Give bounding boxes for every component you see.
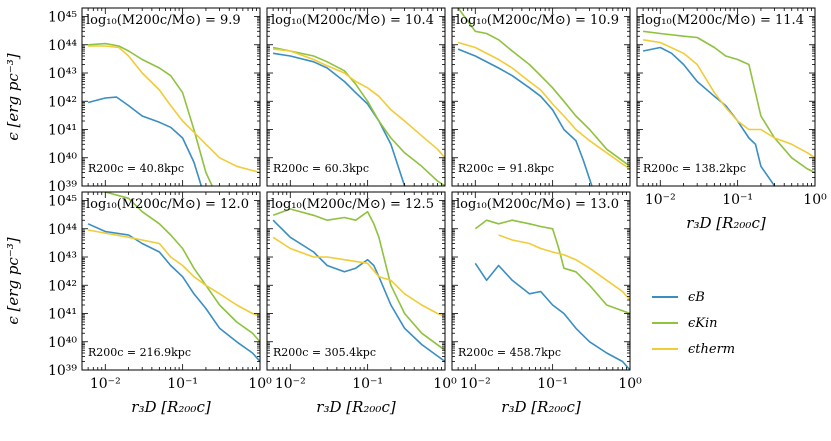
panel-annotation: R200c = 60.3kpc (273, 162, 369, 175)
legend-item-b: ϵB (652, 284, 772, 310)
x-tick-label: 10⁰ (433, 376, 457, 392)
panel-annotation: R200c = 216.9kpc (88, 346, 191, 359)
series-line-therm (457, 41, 630, 170)
panel-4: 10⁻² 10⁻¹ 10⁰ r₃D [R₂₀₀c] log₁₀(M200c/M⊙) = … (636, 7, 827, 232)
series-line-b (87, 223, 260, 363)
x-tick-label: 10⁻¹ (167, 376, 198, 392)
y-tick-label: 10⁴³ (48, 66, 77, 82)
y-tick-label: 10⁴⁰ (48, 151, 77, 167)
legend-swatch-therm (652, 348, 678, 350)
y-tick-label: 10⁴¹ (48, 307, 77, 323)
panel-title: log₁₀(M200c/M⊙) = 10.4 (271, 13, 434, 28)
x-tick-label: 10⁻² (645, 192, 676, 208)
x-tick-label: 10⁰ (618, 376, 642, 392)
y-tick-label: 10³⁹ (48, 179, 77, 195)
x-tick-label: 10⁻² (90, 376, 121, 392)
x-tick-label: 10⁻² (460, 376, 491, 392)
y-axis-label-row-1: ϵ [erg pc⁻³] (4, 53, 22, 140)
panel-frame (266, 7, 446, 187)
panel-annotation: R200c = 458.7kpc (458, 346, 561, 359)
y-tick-label: 10⁴⁵ (48, 10, 77, 26)
series-line-kin (642, 30, 815, 174)
panel-annotation: R200c = 305.4kpc (273, 346, 376, 359)
legend-item-kin: ϵKin (652, 310, 772, 336)
legend-label-kin: ϵKin (688, 315, 718, 331)
panel-2: log₁₀(M200c/M⊙) = 10.4 R200c = 60.3kpc (266, 7, 446, 187)
panel-3: log₁₀(M200c/M⊙) = 10.9 R200c = 91.8kpc (451, 7, 631, 187)
panel-6: 10⁻² 10⁻¹ 10⁰ r₃D [R₂₀₀c] log₁₀(M200c/M⊙) = … (266, 191, 457, 416)
series-line-b (87, 96, 203, 186)
y-tick-label: 10⁴³ (48, 250, 77, 266)
panel-frame (451, 191, 631, 371)
y-tick-label: 10⁴⁰ (48, 335, 77, 351)
panel-annotation: R200c = 91.8kpc (458, 162, 554, 175)
x-axis-label: r₃D [R₂₀₀c] (501, 398, 581, 416)
panel-title: log₁₀(M200c/M⊙) = 13.0 (456, 197, 619, 212)
series-line-therm (273, 48, 445, 159)
panel-annotation: R200c = 138.2kpc (643, 162, 746, 175)
panel-annotation: R200c = 40.8kpc (88, 162, 184, 175)
series-line-therm (272, 236, 445, 317)
x-tick-label: 10⁰ (803, 192, 827, 208)
x-tick-label: 10⁻² (275, 376, 306, 392)
y-tick-label: 10⁴² (48, 94, 77, 110)
panel-title: log₁₀(M200c/M⊙) = 11.4 (641, 13, 804, 28)
x-tick-label: 10⁰ (248, 376, 272, 392)
series-line-b (272, 52, 406, 186)
x-tick-label: 10⁻¹ (537, 376, 568, 392)
x-axis-label: r₃D [R₂₀₀c] (316, 398, 396, 416)
series-line-kin (88, 42, 214, 186)
series-line-therm (642, 39, 815, 159)
x-axis-label: r₃D [R₂₀₀c] (131, 398, 211, 416)
legend: ϵB ϵKin ϵtherm (652, 284, 772, 362)
series-line-therm (87, 229, 260, 317)
series-line-b (272, 219, 445, 363)
legend-swatch-kin (652, 322, 678, 324)
panel-frame (636, 7, 816, 187)
series-line-b (457, 48, 593, 186)
y-axis-label-row-2: ϵ [erg pc⁻³] (4, 237, 22, 324)
panel-frame (81, 191, 261, 371)
y-tick-label: 10⁴⁴ (48, 38, 77, 54)
series-line-kin (474, 219, 630, 315)
legend-label-therm: ϵtherm (688, 341, 736, 357)
y-tick-label: 10⁴⁵ (48, 194, 77, 210)
series-line-kin (457, 8, 630, 167)
series-line-therm (88, 45, 260, 174)
x-axis-label: r₃D [R₂₀₀c] (686, 214, 766, 232)
panel-title: log₁₀(M200c/M⊙) = 10.9 (456, 13, 619, 28)
legend-item-therm: ϵtherm (652, 336, 772, 362)
series-line-b (642, 46, 776, 186)
panel-1: 10³⁹ 10⁴⁰ 10⁴¹ 10⁴² 10⁴³ 10⁴⁴ 10⁴⁵ log₁₀(M200c/… (48, 7, 261, 195)
y-tick-label: 10⁴⁴ (48, 222, 77, 238)
panel-title: log₁₀(M200c/M⊙) = 9.9 (86, 13, 241, 28)
panel-title: log₁₀(M200c/M⊙) = 12.5 (271, 197, 434, 212)
y-tick-label: 10⁴² (48, 278, 77, 294)
legend-label-b: ϵB (688, 289, 705, 305)
x-tick-label: 10⁻¹ (722, 192, 753, 208)
x-tick-label: 10⁻¹ (352, 376, 383, 392)
panel-7: 10⁻² 10⁻¹ 10⁰ r₃D [R₂₀₀c] log₁₀(M200c/M⊙) = … (451, 191, 642, 416)
series-line-therm (498, 234, 630, 301)
legend-swatch-b (652, 296, 678, 298)
panel-title: log₁₀(M200c/M⊙) = 12.0 (86, 197, 249, 212)
y-tick-label: 10³⁹ (48, 363, 77, 379)
series-line-kin (102, 192, 260, 343)
y-tick-label: 10⁴¹ (48, 123, 77, 139)
series-line-kin (272, 208, 445, 351)
series-line-b (474, 262, 630, 370)
panel-5: 10³⁹ 10⁴⁰ 10⁴¹ 10⁴² 10⁴³ 10⁴⁴ 10⁴⁵ 10⁻² 10⁻¹ 10⁰ r… (48, 191, 272, 416)
series-line-kin (272, 46, 445, 186)
panel-frame (266, 191, 446, 371)
